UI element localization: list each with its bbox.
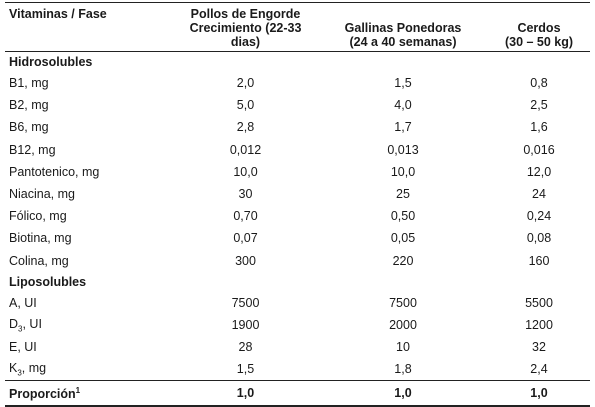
table-row: B6, mg 2,8 1,7 1,6 — [9, 120, 548, 135]
table-row: D3, UI 1900 2000 1200 — [5, 314, 590, 336]
row-label-k3: K3, mg — [9, 361, 47, 378]
table-row: B1, mg 2,0 1,5 0,8 — [9, 76, 548, 91]
header-pollos: Pollos de Engorde Crecimiento (22-33 dias… — [189, 7, 302, 49]
table-row: K3, mg 1,5 1,8 2,4 — [5, 358, 590, 381]
section-liposolubles: Liposolubles — [9, 274, 87, 289]
vitamin-table: Vitaminas / Fase Pollos de Engorde Crecim… — [5, 4, 590, 407]
table-row: B2, mg 5,0 4,0 2,5 — [9, 98, 548, 113]
table-header-row: Vitaminas / Fase Pollos de Engorde Crecim… — [5, 4, 590, 52]
row-label-d3: D3, UI — [9, 316, 42, 334]
header-vitaminas-fase: Vitaminas / Fase — [9, 7, 107, 21]
table-row: Colina, mg 300 220 160 — [9, 253, 550, 268]
table-row: Fólico, mg 0,70 0,50 0,24 — [9, 209, 552, 224]
header-gallinas: Gallinas Ponedoras (24 a 40 semanas) — [344, 21, 462, 49]
total-label: Proporción1 — [9, 385, 81, 402]
total-row: Proporción1 1,0 1,0 1,0 — [5, 380, 590, 407]
table-row: B12, mg 0,012 0,013 0,016 — [9, 142, 555, 157]
table-row: Pantotenico, mg 10,0 10,0 12,0 — [9, 164, 552, 179]
table-row: Biotina, mg 0,07 0,05 0,08 — [9, 231, 552, 246]
table-row: A, UI 7500 7500 5500 — [9, 295, 553, 310]
table-row: Niacina, mg 30 25 24 — [9, 187, 546, 202]
table-row: E, UI 28 10 32 — [9, 340, 546, 355]
header-cerdos: Cerdos (30 – 50 kg) — [504, 21, 574, 49]
section-hidrosolubles: Hidrosolubles — [9, 55, 93, 69]
top-rule — [5, 2, 590, 3]
